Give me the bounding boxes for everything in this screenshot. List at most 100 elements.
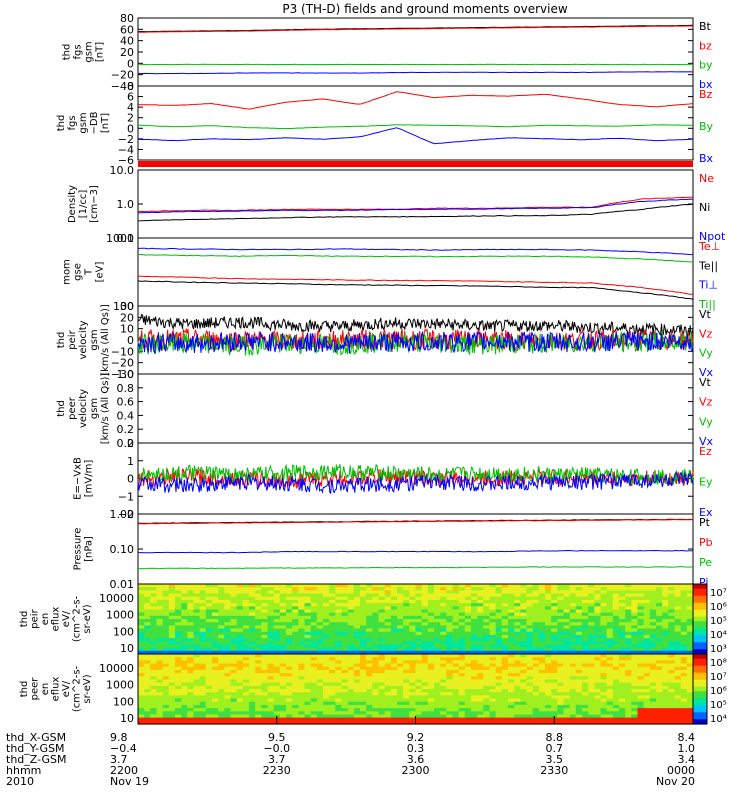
spectrogram-cell [181,638,188,642]
spectrogram-cell [477,704,484,709]
spectrogram-cell [156,695,164,700]
spectrogram-cell [279,609,287,614]
spectrogram-cell [255,669,262,674]
spectrogram-cell [181,609,188,614]
spectrogram-cell [588,692,595,696]
spectrogram-cell [421,673,429,677]
spectrogram-cell [181,596,188,601]
spectrogram-cell [144,644,151,649]
colorbar-cell [693,591,707,594]
spectrogram-cell [316,682,324,687]
spectrogram-cell [557,666,565,671]
y-tick-label: 80 [120,12,134,25]
spectrogram-cell [643,596,651,601]
spectrogram-cell [563,701,571,706]
spectrogram-cell [637,679,645,684]
spectrogram-cell [674,704,682,709]
spectrogram-cell [168,660,176,665]
spectrogram-cell [138,666,145,671]
spectrogram-cell [434,599,441,604]
colorbar-cell [693,712,707,716]
spectrogram-cell [150,685,158,690]
spectrogram-cell [347,704,355,709]
spectrogram-cell [446,679,454,684]
spectrogram-cell [421,650,429,655]
spectrogram-cell [310,720,318,725]
spectrogram-cell [538,647,546,652]
spectrogram-cell [643,711,651,716]
spectrogram-cell [427,596,435,601]
spectrogram-cell [545,682,552,687]
spectrogram-cell [625,679,632,684]
spectrogram-cell [366,717,373,722]
spectrogram-cell [261,704,269,709]
spectrogram-cell [631,587,639,591]
spectrogram-cell [662,638,669,642]
spectrogram-cell [261,625,269,630]
spectrogram-cell [575,685,583,690]
spectrogram-cell [224,634,232,639]
spectrogram-cell [600,673,608,677]
spectrogram-cell [403,622,410,626]
spectrogram-cell [162,685,170,690]
spectrogram-cell [575,717,583,722]
spectrogram-cell [292,676,299,681]
legend-Vx: Vx [699,435,714,448]
spectrogram-cell [532,609,540,614]
spectrogram-cell [390,695,398,700]
colorbar-cell [693,698,707,702]
spectrogram-cell [643,666,651,671]
y-tick-label: 0 [127,57,134,70]
spectrogram-cell [390,625,398,630]
spectrogram-cell [643,641,651,646]
spectrogram-cell [619,717,626,722]
spectrogram-cell [471,593,478,598]
spectrogram-cell [545,625,552,630]
spectrogram-cell [310,596,318,601]
spectrogram-cell [360,622,367,626]
spectrogram-cell [551,679,558,684]
spectrogram-cell [156,647,164,652]
spectrogram-cell [471,596,478,601]
spectrogram-cell [526,603,534,607]
spectrogram-cell [600,704,608,709]
spectrogram-cell [427,685,435,690]
spectrogram-cell [175,603,182,607]
spectrogram-cell [403,711,410,716]
spectrogram-cell [230,590,238,595]
spectrogram-cell [680,679,688,684]
spectrogram-cell [421,638,429,642]
spectrogram-cell [631,660,639,665]
spectrogram-cell [477,631,484,636]
spectrogram-cell [551,631,558,636]
spectrogram-cell [255,704,262,709]
spectrogram-cell [557,685,565,690]
spectrogram-cell [643,647,651,652]
spectrogram-cell [292,711,299,716]
spectrogram-cell [273,628,281,633]
spectrogram-cell [662,603,669,607]
spectrogram-cell [193,673,201,677]
spectrogram-cell [168,647,176,652]
y-tick-label: 10.0 [110,164,135,177]
spectrogram-cell [286,606,293,611]
legend-Ti||: Ti|| [698,298,716,311]
spectrogram-cell [187,701,195,706]
spectrogram-cell [150,606,158,611]
spectrogram-cell [409,698,417,703]
spectrogram-cell [144,669,151,674]
spectrogram-cell [662,587,669,591]
spectrogram-cell [181,590,188,595]
spectrogram-cell [612,673,620,677]
spectrogram-cell [187,673,195,677]
spectrogram-cell [582,704,589,709]
spectrogram-cell [662,599,669,604]
spectrogram-cell [261,676,269,681]
spectrogram-cell [662,647,669,652]
spectrogram-cell [205,714,213,719]
spectrogram-cell [390,641,398,646]
spectrogram-cell [273,708,281,712]
spectrogram-cell [360,660,367,665]
spectrogram-cell [538,590,546,595]
spectrogram-cell [390,615,398,620]
